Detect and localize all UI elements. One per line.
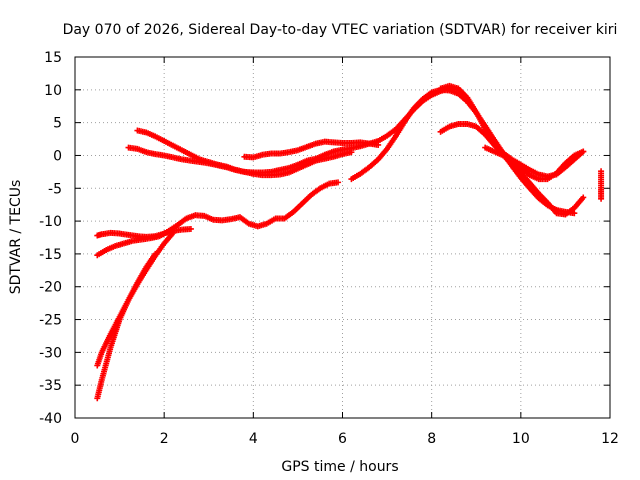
x-tick-label: 12 — [601, 431, 619, 447]
data-points — [94, 82, 605, 402]
y-tick-label: 0 — [53, 148, 62, 164]
y-tick-label: 5 — [53, 116, 62, 132]
y-tick-label: -20 — [39, 280, 62, 296]
y-tick-label: -5 — [48, 181, 62, 197]
data-point — [187, 225, 194, 232]
y-tick-label: 10 — [44, 83, 62, 99]
data-point — [571, 210, 578, 217]
y-tick-label: -30 — [39, 345, 62, 361]
series-track-l — [598, 168, 605, 202]
x-tick-label: 2 — [160, 431, 169, 447]
y-tick-label: 15 — [44, 50, 62, 66]
y-tick-label: -40 — [39, 411, 62, 427]
y-tick-label: -10 — [39, 214, 62, 230]
data-point — [580, 194, 587, 201]
data-point — [375, 141, 382, 148]
series-track-c — [241, 138, 382, 161]
series-track-i — [94, 179, 342, 259]
x-axis-label: GPS time / hours — [281, 459, 398, 475]
x-tick-label: 10 — [512, 431, 530, 447]
x-tick-label: 0 — [71, 431, 80, 447]
series-track-b — [125, 144, 355, 179]
axis-ticks: 0 2 4 6 8 10 12 -40 -35 -30 -25 -20 -15 -10 -5 0 5 10 15 — [39, 50, 619, 447]
data-point — [170, 229, 177, 236]
y-axis-label: SDTVAR / TECUs — [8, 180, 24, 295]
x-tick-label: 4 — [249, 431, 258, 447]
data-point — [348, 149, 355, 156]
y-tick-label: -15 — [39, 247, 62, 263]
data-point — [580, 148, 587, 155]
chart-title: Day 070 of 2026, Sidereal Day-to-day VTE… — [63, 22, 618, 38]
data-point — [335, 179, 342, 186]
x-tick-label: 8 — [427, 431, 436, 447]
x-tick-label: 6 — [338, 431, 347, 447]
series-track-f — [437, 120, 587, 180]
series-track-e — [437, 82, 587, 218]
series-track-g — [482, 144, 587, 183]
grid — [75, 57, 610, 418]
data-point — [598, 195, 605, 202]
data-point — [152, 250, 159, 257]
y-tick-label: -35 — [39, 378, 62, 394]
y-tick-label: -25 — [39, 313, 62, 329]
series-track-k — [94, 250, 159, 402]
